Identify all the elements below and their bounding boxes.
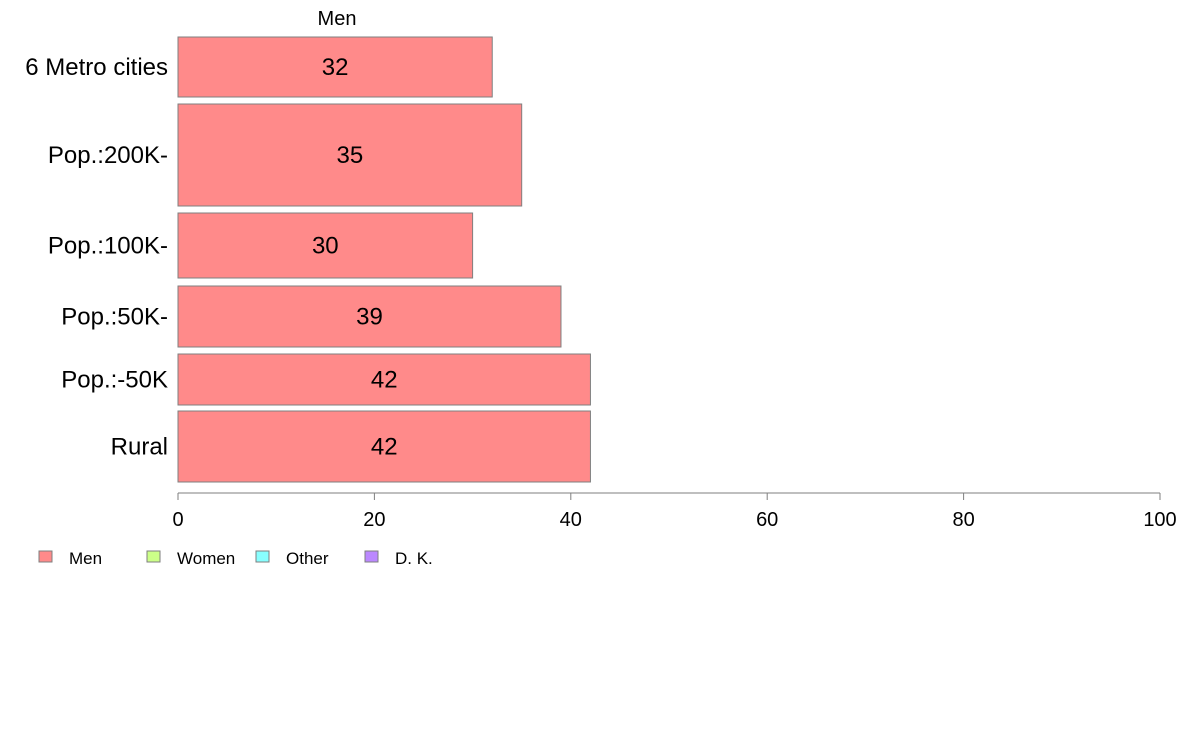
category-label: Pop.:50K- [61, 304, 168, 331]
legend-label: Men [69, 549, 102, 568]
bar [177, 410, 591, 483]
x-tick-label: 0 [172, 509, 183, 531]
x-tick-label: 80 [952, 509, 974, 531]
bar-value-label: 32 [322, 54, 349, 81]
bar-value-label: 42 [371, 434, 398, 461]
legend-label: D. K. [395, 549, 433, 568]
x-tick-label: 60 [756, 509, 778, 531]
category-label: Rural [111, 434, 168, 461]
category-label: Pop.:100K- [48, 233, 168, 260]
bar-value-label: 30 [312, 233, 339, 260]
legend-swatch [38, 550, 53, 563]
series-heading: Men [318, 8, 357, 30]
legend-swatch [364, 550, 379, 563]
legend-label: Women [177, 549, 235, 568]
bar-value-label: 42 [371, 367, 398, 394]
category-label: Pop.:200K- [48, 142, 168, 169]
bar-value-label: 35 [336, 142, 363, 169]
bar [177, 36, 493, 98]
bar [177, 353, 591, 406]
legend: Men Women Other D. K. [38, 549, 433, 568]
x-tick-label: 40 [560, 509, 582, 531]
bar [177, 103, 523, 207]
legend-swatch [146, 550, 161, 563]
legend-swatch [255, 550, 270, 563]
category-label: 6 Metro cities [25, 54, 168, 81]
x-axis: 0 20 40 60 80 100 [172, 492, 1177, 531]
category-label: Pop.:-50K [61, 367, 168, 394]
x-tick-label: 20 [363, 509, 385, 531]
legend-label: Other [286, 549, 329, 568]
bar [177, 285, 562, 348]
x-tick-label: 100 [1143, 509, 1176, 531]
bars-group: 32 6 Metro cities 35 Pop.:200K- 30 Pop.:100K-… [25, 36, 591, 483]
bar [177, 212, 474, 279]
bar-value-label: 39 [356, 304, 383, 331]
